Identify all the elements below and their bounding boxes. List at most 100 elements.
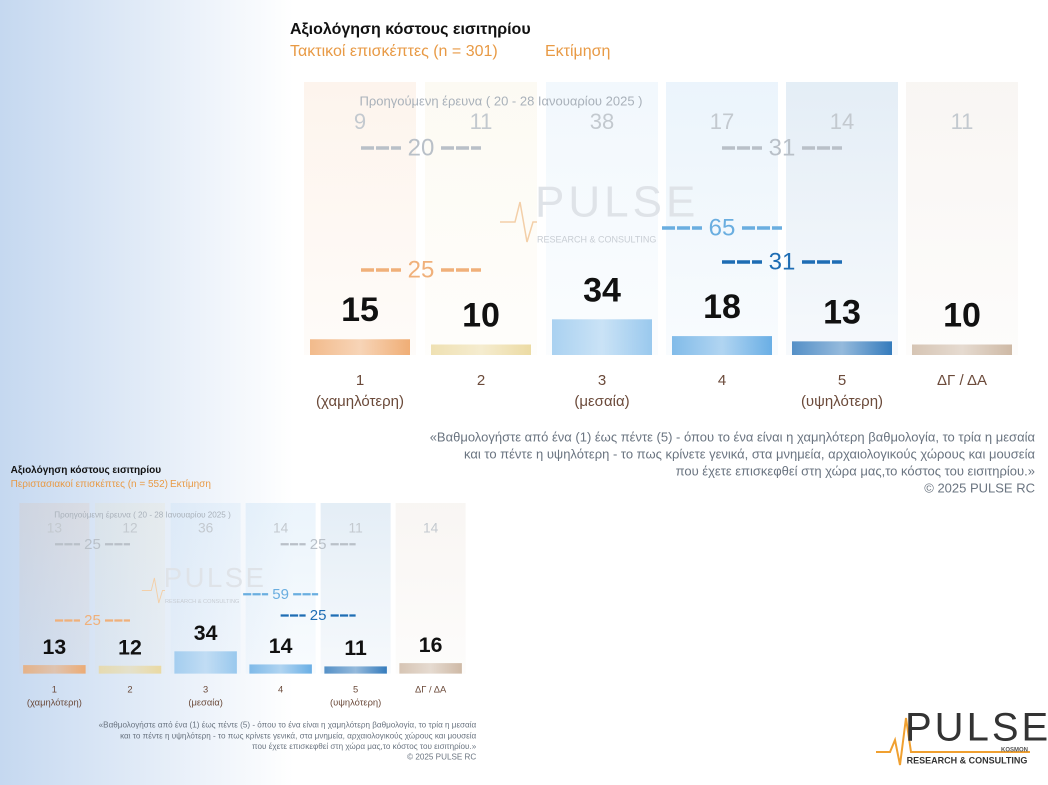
category-label: 3 bbox=[203, 684, 208, 694]
value-label: 13 bbox=[43, 635, 67, 659]
note-line: και το πέντε η υψηλότερη - το πως κρίνετ… bbox=[120, 731, 476, 740]
watermark-tagline: RESEARCH & CONSULTING bbox=[537, 234, 656, 244]
category-label: 1 bbox=[356, 372, 364, 389]
logo-tagline: RESEARCH & CONSULTING bbox=[907, 755, 1028, 765]
previous-value: 14 bbox=[273, 520, 289, 535]
previous-value: 38 bbox=[590, 109, 614, 134]
bar bbox=[552, 319, 652, 355]
previous-label: Προηγούμενη έρευνα ( 20 - 28 Ιανουαρίου … bbox=[359, 93, 642, 108]
chart: Αξιολόγηση κόστους εισιτηρίου Τακτικοί επ… bbox=[290, 21, 1035, 495]
bar bbox=[672, 336, 772, 355]
chart-subtitle: Περιστασιακοί επισκέπτες (n = 552) bbox=[11, 478, 168, 490]
bar bbox=[310, 339, 410, 355]
previous-value: 14 bbox=[423, 520, 439, 535]
value-label: 11 bbox=[344, 636, 367, 660]
bar bbox=[912, 344, 1012, 355]
column-panel bbox=[245, 503, 316, 674]
total-label: 65 bbox=[709, 214, 736, 241]
value-label: 15 bbox=[341, 291, 379, 329]
category-label: 5 bbox=[838, 372, 846, 389]
bar bbox=[249, 664, 312, 674]
bar bbox=[792, 341, 892, 355]
category-label: (χαμηλότερη) bbox=[316, 393, 404, 410]
copyright: © 2025 PULSE RC bbox=[407, 753, 476, 762]
total-label: 31 bbox=[769, 134, 796, 161]
value-label: 14 bbox=[269, 634, 293, 658]
total-label: 25 bbox=[310, 607, 327, 624]
category-label: 5 bbox=[353, 684, 358, 694]
column-panel bbox=[95, 503, 165, 674]
column-panel bbox=[19, 503, 90, 674]
value-label: 16 bbox=[419, 633, 443, 657]
value-label: 10 bbox=[943, 296, 981, 334]
logo-name: PULSE bbox=[905, 706, 1048, 750]
previous-value: 9 bbox=[354, 109, 366, 134]
value-label: 34 bbox=[583, 271, 621, 309]
category-label: 2 bbox=[477, 372, 485, 389]
note-line: που έχετε επισκεφθεί στη χώρα μας,το κόσ… bbox=[252, 742, 477, 751]
category-label: (μεσαία) bbox=[574, 393, 629, 410]
previous-value: 12 bbox=[122, 520, 137, 535]
chart-subtitle: Τακτικοί επισκέπτες (n = 301) bbox=[290, 43, 498, 60]
category-label: 2 bbox=[127, 684, 132, 694]
note-line: «Βαθμολογήστε από ένα (1) έως πέντε (5) … bbox=[99, 721, 477, 730]
column-panel bbox=[170, 503, 241, 674]
column-panel bbox=[395, 503, 466, 674]
category-label: (υψηλότερη) bbox=[801, 393, 883, 410]
column-panel bbox=[666, 82, 778, 355]
total-label: 31 bbox=[769, 248, 796, 275]
watermark: PULSE bbox=[535, 178, 699, 227]
total-label: 25 bbox=[84, 612, 101, 629]
value-label: 10 bbox=[462, 296, 500, 334]
category-label: (υψηλότερη) bbox=[330, 697, 381, 707]
chart-subtitle-note: Εκτίμηση bbox=[545, 43, 610, 60]
note-line: και το πέντε η υψηλότερη - το πως κρίνετ… bbox=[464, 446, 1035, 461]
chart-title: Αξιολόγηση κόστους εισιτηρίου bbox=[290, 21, 531, 38]
chart-title: Αξιολόγηση κόστους εισιτηρίου bbox=[11, 465, 162, 476]
category-label: 1 bbox=[52, 684, 57, 694]
total-label: 59 bbox=[272, 586, 289, 603]
bar bbox=[399, 663, 462, 674]
total-label: 25 bbox=[408, 256, 435, 283]
bar bbox=[431, 344, 531, 355]
chart: Αξιολόγηση κόστους εισιτηρίου Περιστασιακ… bbox=[11, 465, 477, 761]
previous-value: 14 bbox=[830, 109, 854, 134]
copyright: © 2025 PULSE RC bbox=[924, 480, 1035, 495]
note-line: που έχετε επισκεφθεί στη χώρα μας,το κόσ… bbox=[676, 463, 1035, 478]
value-label: 12 bbox=[118, 635, 142, 659]
bar bbox=[324, 666, 387, 674]
watermark-pulse bbox=[500, 201, 537, 243]
previous-value: 11 bbox=[348, 520, 362, 535]
value-label: 13 bbox=[823, 293, 861, 331]
chart-subtitle-note: Εκτίμηση bbox=[170, 478, 211, 490]
note-line: «Βαθμολογήστε από ένα (1) έως πέντε (5) … bbox=[430, 429, 1036, 444]
previous-value: 11 bbox=[951, 109, 974, 134]
logo-sub: KOSMON bbox=[1001, 748, 1028, 754]
category-label: 4 bbox=[718, 372, 726, 389]
total-label: 20 bbox=[408, 134, 435, 161]
previous-value: 13 bbox=[47, 520, 63, 535]
bar bbox=[98, 665, 162, 674]
watermark-pulse bbox=[141, 577, 165, 604]
column-panel bbox=[320, 503, 391, 674]
logo: PULSE KOSMON RESEARCH & CONSULTING bbox=[876, 706, 1048, 765]
total-label: 25 bbox=[310, 536, 327, 553]
bar bbox=[23, 665, 86, 674]
previous-label: Προηγούμενη έρευνα ( 20 - 28 Ιανουαρίου … bbox=[54, 511, 231, 520]
category-label: 3 bbox=[598, 372, 606, 389]
category-label: (μεσαία) bbox=[188, 697, 222, 707]
value-label: 34 bbox=[194, 621, 218, 645]
category-label: ΔΓ / ΔΑ bbox=[937, 372, 987, 389]
column-panel bbox=[425, 82, 537, 355]
category-label: (χαμηλότερη) bbox=[27, 697, 82, 707]
previous-value: 11 bbox=[470, 109, 493, 134]
category-label: 4 bbox=[278, 684, 283, 694]
column-panel bbox=[786, 82, 898, 355]
bar bbox=[174, 651, 237, 674]
total-label: 25 bbox=[84, 536, 101, 553]
column-panel bbox=[304, 82, 416, 355]
watermark-tagline: RESEARCH & CONSULTING bbox=[165, 599, 239, 605]
column-panel bbox=[546, 82, 658, 355]
